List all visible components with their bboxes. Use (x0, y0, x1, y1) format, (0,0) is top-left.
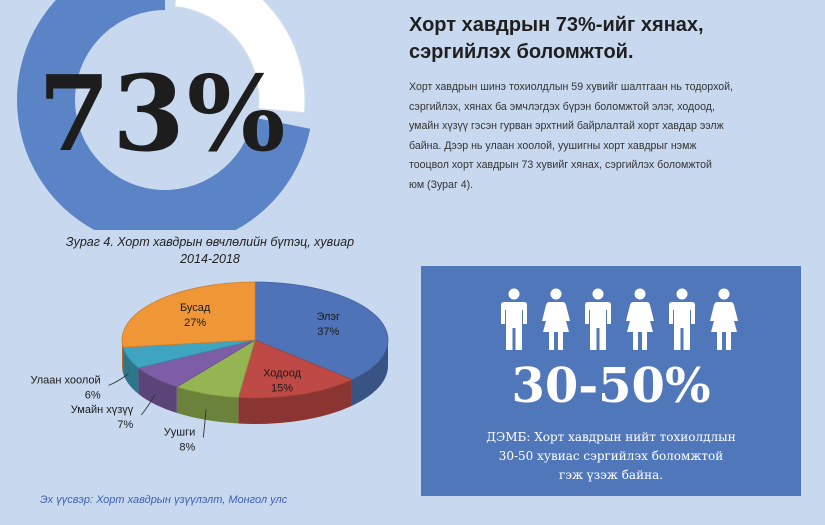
pie-label-name: Умайн хүзүү (71, 404, 134, 416)
pie-label-value: 27% (184, 317, 206, 329)
panel-text: ДЭМБ: Хорт хавдрын нийт тохиолдлын 30-50… (441, 428, 781, 485)
panel-text-line: 30-50 хувиас сэргийлэх боломжтой (498, 449, 724, 463)
pie-label-value: 37% (317, 326, 339, 338)
pie-label-name: Улаан хоолой (30, 374, 100, 386)
who-panel: 30-50% ДЭМБ: Хорт хавдрын нийт тохиолдлы… (421, 266, 801, 496)
pie-slice-Бусад (121, 281, 256, 348)
pie-side-Элэг (351, 340, 388, 406)
range-percent: 30-50% (511, 358, 711, 414)
male-person-icon (669, 288, 695, 350)
chart-title-line: 2014-2018 (180, 252, 240, 266)
female-person-icon (542, 288, 570, 350)
male-person-icon (585, 288, 611, 350)
body-line: юм (Зураг 4). (409, 178, 474, 191)
pie-side-Умайн хүзүү (138, 367, 177, 413)
body-line: тооцвол хорт хавдрын 73 хувийг хянах, сэ… (409, 159, 712, 171)
male-person-icon (501, 288, 527, 350)
body-line: умайн хүзүү гэсэн гурван эрхтний байрлал… (409, 120, 724, 132)
pie-label-name: Ходоод (263, 368, 302, 380)
donut-empty-segment (174, 0, 306, 114)
source-note: Эх үүсвэр: Хорт хавдрын үзүүлэлт, Монгол… (40, 494, 288, 506)
pie-leader-Уушги (202, 409, 207, 438)
headline: Хорт хавдрын 73%-ийг хянах, сэргийлэх бо… (409, 12, 809, 66)
headline-line: Хорт хавдрын 73%-ийг хянах, (409, 14, 704, 36)
pie-label-value: 6% (85, 389, 101, 401)
people-icons (496, 288, 742, 352)
donut-filled-segment (17, 0, 311, 230)
pie-label-name: Бусад (180, 302, 211, 314)
female-person-icon (710, 288, 738, 350)
body-line: байна. Дээр нь улаан хоолой, уушигны хор… (409, 139, 697, 152)
panel-text-line: гэж үзэж байна. (558, 468, 664, 482)
pie-leader-Улаан хоолой (108, 373, 129, 386)
pie-slice-Элэг (254, 281, 389, 381)
pie-label-name: Уушги (164, 427, 195, 439)
pie-slice-Ходоод (237, 339, 353, 399)
chart-title: Зураг 4. Хорт хавдрын өвчлөлийн бүтэц, х… (40, 234, 380, 268)
pie-side-Ходоод (238, 379, 352, 424)
body-line: сэргийлэх, хянах ба эмчлэгдэх бүрэн боло… (409, 100, 715, 113)
pie-side-Уушги (176, 386, 239, 424)
body-line: Хорт хавдрын шинэ тохиолдлын 59 хувийг ш… (409, 81, 734, 93)
headline-line: сэргийлэх боломжтой. (409, 41, 634, 63)
pie-side-Улаан хоолой (123, 347, 139, 394)
pie-label-name: Элэг (316, 311, 340, 323)
body-paragraph: Хорт хавдрын шинэ тохиолдлын 59 хувийг ш… (409, 78, 809, 195)
pie-label-value: 8% (179, 442, 195, 454)
pie-label-value: 7% (117, 419, 133, 431)
pie-label-value: 15% (271, 383, 293, 395)
big-percent: 73% (38, 52, 288, 175)
pie-side-Бусад (122, 340, 124, 374)
panel-text-line: ДЭМБ: Хорт хавдрын нийт тохиолдлын (486, 430, 736, 444)
chart-title-line: Зураг 4. Хорт хавдрын өвчлөлийн бүтэц, х… (65, 235, 355, 249)
female-person-icon (626, 288, 654, 350)
pie-chart: Элэг 37% Ходоод 15% Уушги 8% Умайн хүзүү 7% Улаа… (30, 281, 389, 454)
pie-leader-Умайн хүзүү (140, 393, 156, 416)
donut-chart (17, 0, 311, 230)
